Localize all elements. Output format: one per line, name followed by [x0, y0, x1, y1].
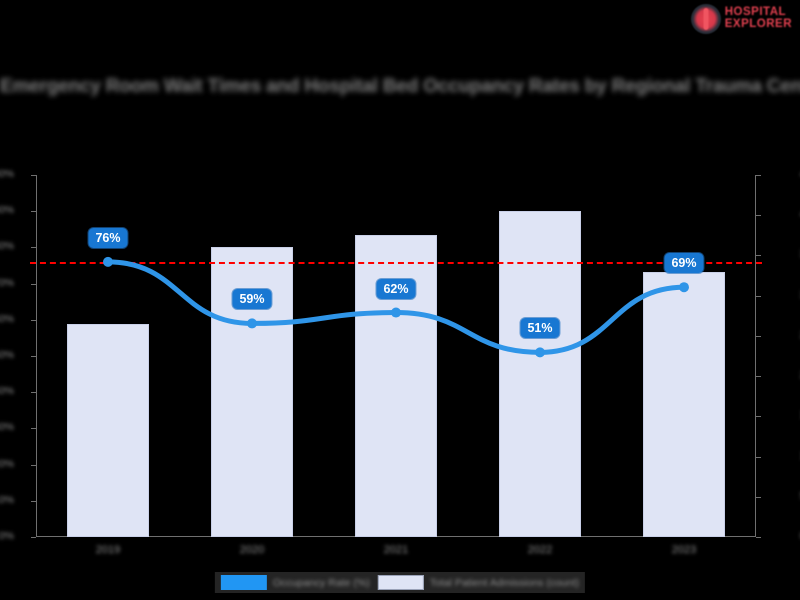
legend-swatch-line: [220, 575, 267, 590]
left-axis-line: [36, 175, 37, 537]
left-axis-tick-label: 50%: [0, 349, 14, 361]
bar[interactable]: [643, 271, 725, 537]
line-point[interactable]: [391, 307, 401, 318]
left-axis-tick: [31, 537, 36, 538]
line-point[interactable]: [535, 347, 545, 358]
right-axis-tick: [756, 215, 761, 217]
left-axis-tick: [31, 175, 36, 176]
left-axis-tick: [31, 247, 36, 249]
category-label: 2022: [527, 544, 553, 556]
left-axis-tick-label: 10%: [0, 493, 14, 506]
bar[interactable]: [67, 323, 149, 537]
chart-legend: Occupancy Rate (%) Total Patient Admissi…: [214, 572, 586, 593]
line-series-path: [105, 259, 687, 355]
left-axis-tick-label: 100%: [0, 168, 14, 180]
legend-label-bar: Total Patient Admissions (count): [429, 576, 580, 589]
left-axis-tick: [31, 392, 36, 394]
left-axis-tick: [31, 500, 36, 502]
line-point[interactable]: [679, 282, 689, 293]
legend-label-line: Occupancy Rate (%): [272, 576, 370, 589]
left-axis-tick-label: 40%: [0, 385, 14, 398]
brand-logo-line2: EXPLORER: [724, 18, 792, 30]
brand-logo-text: HOSPITAL EXPLORER: [725, 7, 792, 30]
data-label: 62%: [376, 278, 416, 299]
left-axis-tick-label: 30%: [0, 421, 14, 434]
right-axis-tick: [756, 496, 761, 498]
data-label: 76%: [88, 227, 128, 248]
legend-item-bar[interactable]: Total Patient Admissions (count): [377, 575, 580, 590]
bar[interactable]: [499, 211, 581, 537]
left-axis-tick-label: 70%: [0, 276, 14, 289]
right-axis-tick: [756, 175, 761, 176]
left-axis-tick: [31, 319, 36, 321]
category-label: 2023: [671, 544, 697, 556]
left-axis-tick: [31, 464, 36, 466]
category-label: 2020: [239, 544, 265, 556]
right-axis-line: [755, 175, 756, 537]
plot-area: 100%90%80%70%60%50%40%30%20%10%0% 450040…: [0, 168, 762, 556]
left-axis-tick-label: 60%: [0, 312, 14, 325]
brand-logo: HOSPITAL EXPLORER: [690, 4, 792, 34]
right-axis-tick: [756, 376, 761, 378]
category-label: 2021: [383, 544, 409, 556]
data-label: 69%: [664, 253, 704, 274]
right-axis-tick: [756, 537, 761, 538]
reference-line: [30, 261, 762, 264]
data-label: 51%: [520, 318, 560, 339]
brand-logo-line1: HOSPITAL: [724, 6, 787, 19]
left-axis-tick-label: 0%: [0, 530, 14, 542]
chart-title: Emergency Room Wait Times and Hospital B…: [0, 76, 800, 97]
left-axis-tick-label: 90%: [0, 204, 14, 217]
category-label: 2019: [95, 544, 121, 556]
left-axis-tick: [31, 283, 36, 285]
right-axis-tick: [756, 456, 761, 458]
left-axis-tick: [31, 428, 36, 430]
legend-swatch-bar: [377, 575, 424, 590]
right-axis-tick: [756, 416, 761, 418]
circle-logo-icon: [690, 4, 721, 34]
right-axis-tick: [756, 335, 761, 337]
left-axis-tick: [31, 356, 36, 357]
line-series-points: [103, 256, 689, 358]
left-axis-tick: [31, 211, 36, 213]
left-axis-tick-label: 80%: [0, 240, 14, 253]
left-axis-tick-label: 20%: [0, 457, 14, 470]
data-label: 59%: [232, 289, 272, 310]
line-series: [103, 256, 689, 358]
legend-item-line[interactable]: Occupancy Rate (%): [220, 575, 370, 590]
line-point[interactable]: [247, 318, 257, 329]
right-axis-tick: [756, 255, 761, 257]
line-point[interactable]: [103, 256, 113, 267]
right-axis-tick: [756, 295, 761, 297]
